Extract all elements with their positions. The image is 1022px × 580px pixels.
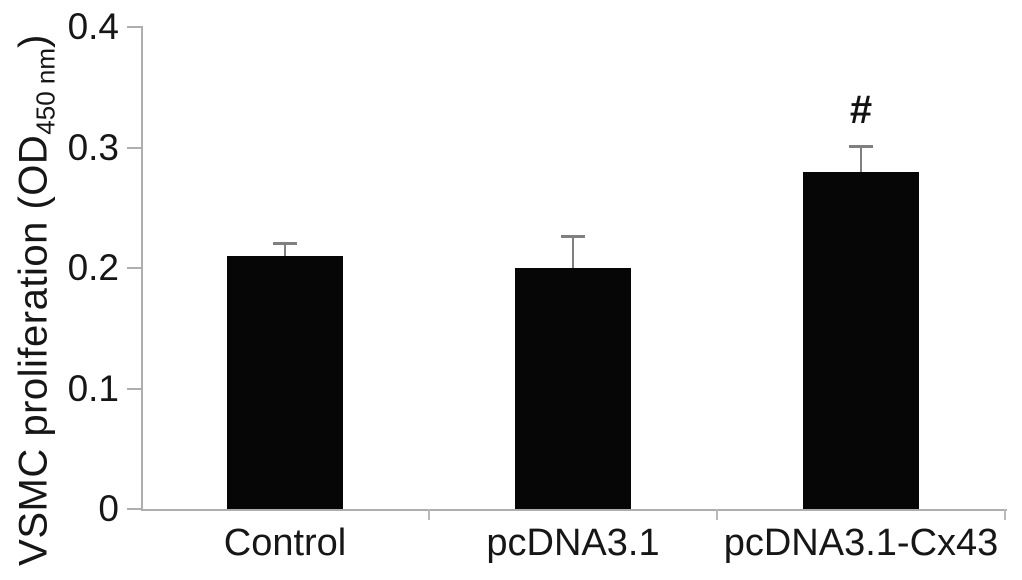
error-bar-cap [273,241,297,245]
error-bar-cap [849,145,873,149]
y-tick-mark [127,508,141,510]
y-axis-title-subscript: 450 nm [30,47,61,135]
y-axis-title-suffix: ) [11,34,56,48]
y-tick-mark [127,267,141,269]
x-tick [428,509,430,520]
y-tick-label: 0.1 [67,367,119,409]
y-tick-label: 0.2 [67,247,119,288]
x-category-label-pcdna31-cx43: pcDNA3.1-Cx43 [723,522,999,564]
y-axis-line [141,26,143,511]
x-tick [1004,509,1006,520]
bar-pcdna31-cx43 [803,171,919,509]
y-tick-mark [127,26,141,28]
bar-control [227,255,343,509]
y-tick-label: 0 [98,488,119,529]
y-tick-mark [127,387,141,390]
y-tick-mark [127,146,141,149]
y-tick-label: 0.3 [67,126,119,168]
bar-pcdna31 [515,268,631,509]
x-axis-line [141,509,1007,511]
y-axis-title: VSMC proliferation (OD450 nm) [11,34,61,566]
x-category-label-control: Control [223,522,347,564]
x-tick [716,509,718,520]
significance-marker: # [849,88,873,133]
y-tick-label: 0.4 [67,6,119,47]
error-bar-cap [561,235,585,239]
x-category-label-pcdna31: pcDNA3.1 [486,522,660,564]
y-axis-title-text: VSMC proliferation (OD [11,134,56,566]
